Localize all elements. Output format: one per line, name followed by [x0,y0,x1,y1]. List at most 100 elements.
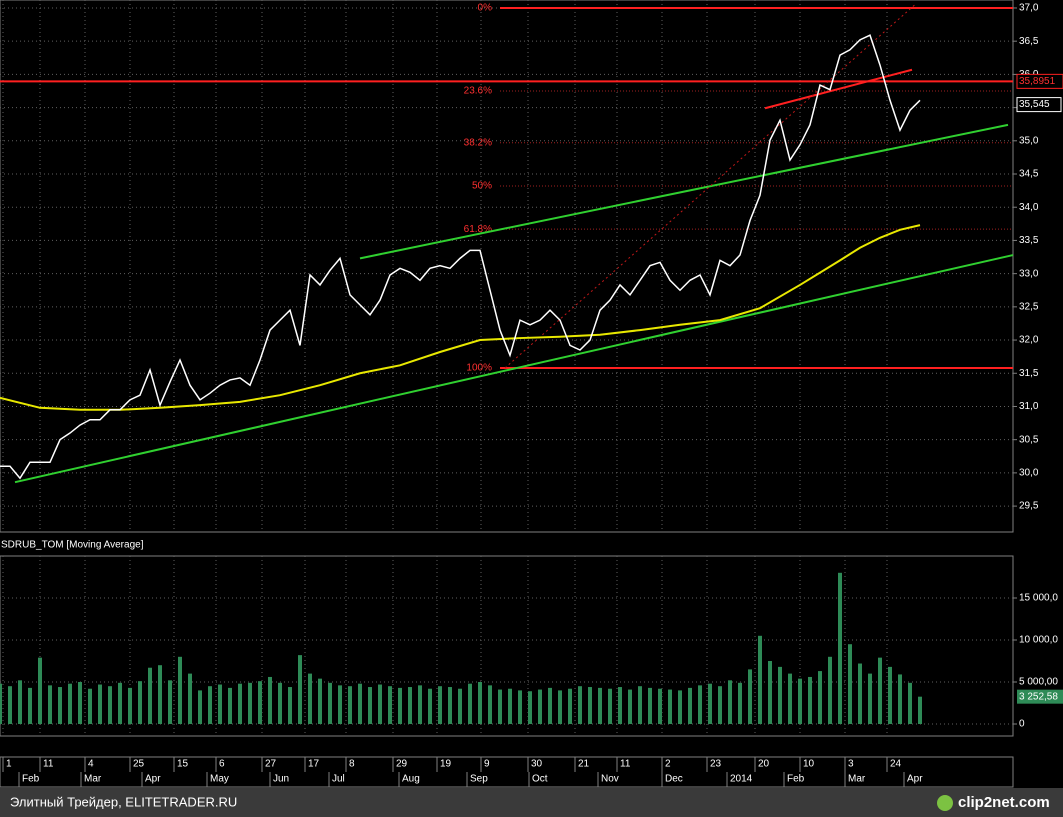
volume-bar [308,673,312,724]
volume-bar [588,687,592,724]
volume-bar [488,685,492,724]
x-tick-label: 17 [308,759,320,770]
volume-bar [408,687,412,724]
volume-bar [538,689,542,724]
volume-label: 3 252,58 [1019,691,1058,702]
volume-bar [228,687,232,724]
month-label: Feb [22,774,40,785]
volume-bar [318,678,322,724]
volume-bar [398,687,402,724]
volume-bar [378,684,382,724]
volume-bar [348,686,352,724]
volume-bar [168,680,172,724]
volume-bar [28,687,32,724]
volume-bar [148,667,152,724]
volume-bar [298,655,302,724]
month-label: Mar [84,774,102,785]
volume-bar [418,685,422,724]
volume-bar [248,682,252,724]
volume-bar [768,660,772,724]
x-tick-label: 30 [531,759,543,770]
x-tick-label: 21 [578,759,590,770]
volume-bar [128,687,132,724]
volume-bar [548,687,552,724]
volume-bar [718,686,722,724]
y-tick-label: 35,0 [1019,135,1039,146]
volume-bar [648,687,652,724]
moving-average [0,224,921,411]
y-tick-label: 15 000,0 [1019,593,1058,604]
volume-bar [268,676,272,724]
volume-bar [918,696,922,724]
volume-bar [798,678,802,724]
y-tick-label: 30,5 [1019,434,1039,445]
volume-bar [38,657,42,724]
volume-bar [88,688,92,724]
volume-bar [728,680,732,724]
x-tick-label: 4 [88,759,94,770]
y-tick-label: 0 [1019,719,1025,730]
volume-bar [118,682,122,724]
volume-bar [328,682,332,724]
volume-bar [638,686,642,724]
x-tick-label: 8 [349,759,355,770]
volume-bar [688,687,692,724]
volume-bar [258,681,262,724]
volume-bar [808,676,812,724]
x-tick-label: 19 [440,759,452,770]
month-label: Sep [470,774,488,785]
volume-bar [8,686,12,724]
y-tick-label: 31,5 [1019,368,1039,379]
month-label: Mar [848,774,866,785]
volume-bar [778,666,782,724]
fib-label: 0% [478,3,493,14]
price-line [0,34,921,480]
y-tick-label: 10 000,0 [1019,635,1058,646]
y-tick-label: 30,0 [1019,468,1039,479]
volume-bar [358,683,362,724]
logo-text[interactable]: clip2net.com [958,794,1050,811]
source-text: Элитный Трейдер, ELITETRADER.RU [10,794,237,809]
volume-bar [478,681,482,724]
volume-bar [438,686,442,724]
x-tick-label: 15 [177,759,189,770]
month-label: Nov [601,774,619,785]
volume-bar [758,635,762,724]
volume-bar [878,657,882,724]
status-bar [0,788,1063,817]
x-tick-label: 9 [484,759,490,770]
volume-box [1017,689,1063,704]
month-label: Aug [402,774,420,785]
volume-bar [188,673,192,724]
volume-bar [788,673,792,724]
month-label: Oct [532,774,548,785]
volume-bar [368,687,372,724]
volume-bar [668,689,672,724]
volume-bar [468,683,472,724]
x-tick-label: 29 [396,759,408,770]
trendline [359,123,1009,260]
volume-bar [68,683,72,724]
volume-bar [0,683,2,724]
volume-bar [138,681,142,724]
volume-bar [628,689,632,724]
fib-label: 61.8% [464,224,492,235]
y-tick-label: 37,0 [1019,3,1039,14]
month-label: 2014 [730,774,753,785]
volume-bar [518,690,522,724]
y-tick-label: 5 000,00 [1019,677,1058,688]
month-label: May [210,774,229,785]
volume-bar [448,687,452,724]
volume-bar [278,682,282,724]
x-tick-label: 10 [803,759,815,770]
y-tick-label: 29,5 [1019,501,1039,512]
volume-bar [828,656,832,724]
time-axis [0,756,1014,788]
y-tick-label: 34,5 [1019,169,1039,180]
y-tick-label: 32,5 [1019,301,1039,312]
volume-bar [678,690,682,724]
price-label: 35,545 [1019,99,1050,110]
month-label: Apr [145,774,161,785]
x-tick-label: 23 [710,759,722,770]
